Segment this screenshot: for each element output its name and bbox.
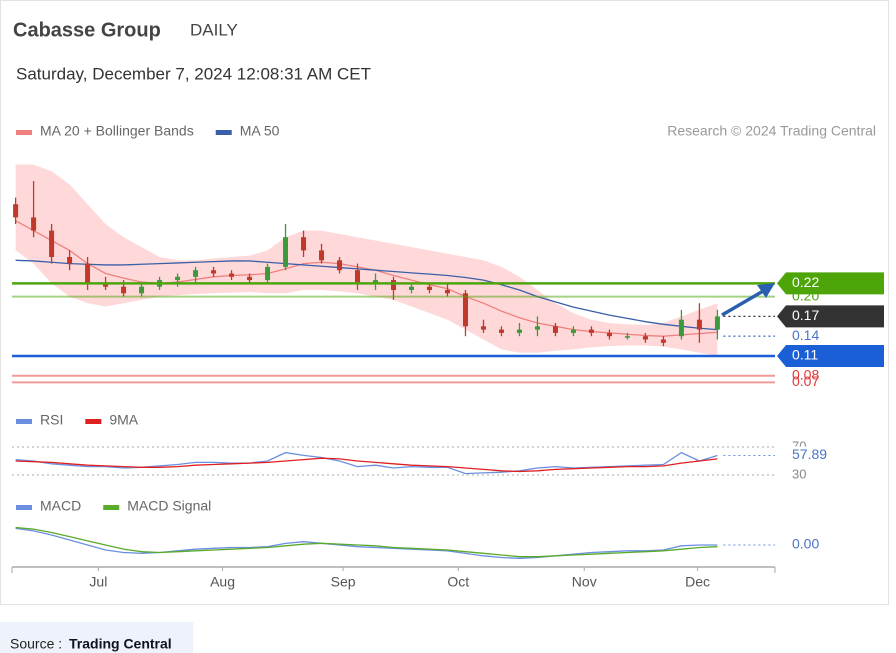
- legend-swatch: [103, 505, 120, 510]
- candle-body: [588, 329, 594, 333]
- legend-label: RSI: [40, 412, 63, 428]
- indicator-line: [15, 526, 718, 558]
- level-label: 0.11: [792, 347, 818, 363]
- legend-swatch: [85, 419, 102, 424]
- level-box: [777, 345, 884, 367]
- candle-body: [355, 270, 361, 284]
- candle-body: [13, 204, 19, 218]
- footer-box: [0, 622, 193, 653]
- bollinger-band: [15, 164, 718, 356]
- legend-swatch: [215, 130, 232, 135]
- legend-label: 9MA: [109, 412, 138, 428]
- candle-body: [49, 230, 55, 257]
- x-tick-label: Oct: [447, 574, 469, 590]
- candle-body: [283, 237, 289, 267]
- candle-body: [534, 326, 540, 330]
- candle-body: [660, 339, 666, 343]
- candle-body: [552, 326, 558, 333]
- level-box: [777, 305, 884, 328]
- last-value-bg: [786, 536, 838, 554]
- candle-body: [444, 290, 450, 294]
- candle-body: [247, 276, 253, 281]
- timestamp: Saturday, December 7, 2024 12:08:31 AM C…: [16, 64, 371, 83]
- candle-body: [67, 257, 73, 264]
- footer-source: Trading Central: [69, 636, 172, 652]
- indicator-line: [15, 527, 718, 559]
- candle-body: [337, 260, 343, 271]
- level-label: 0.08: [792, 367, 819, 383]
- candle-body: [462, 293, 468, 327]
- legend-swatch: [16, 505, 32, 510]
- x-tick-label: Jul: [89, 574, 107, 590]
- level-box: [777, 272, 884, 295]
- x-tick-label: Dec: [685, 574, 710, 590]
- candle-body: [319, 250, 325, 261]
- candle-body: [391, 280, 396, 290]
- legend-label: MA 20 + Bollinger Bands: [40, 123, 194, 139]
- candle-body: [265, 266, 271, 281]
- level-label: 0.17: [792, 307, 819, 323]
- candle-body: [31, 217, 37, 231]
- indicator-line: [15, 451, 718, 475]
- level-label: 0.07: [792, 373, 819, 389]
- candle-body: [85, 263, 91, 284]
- legend-label: MACD: [40, 498, 81, 514]
- period: DAILY: [190, 20, 238, 39]
- candle-body: [606, 332, 612, 337]
- candle-body: [175, 276, 181, 281]
- candle-body: [426, 286, 432, 290]
- legend-label: MA 50: [240, 123, 280, 139]
- legend-swatch: [16, 419, 32, 424]
- candle-body: [139, 286, 145, 294]
- candle-body: [498, 329, 504, 333]
- trend-arrow: [721, 288, 766, 317]
- candle-body: [480, 326, 486, 330]
- candle-body: [193, 270, 199, 277]
- candle-body: [642, 336, 648, 340]
- ma-line: [15, 220, 718, 337]
- legend-label: MACD Signal: [127, 498, 211, 514]
- x-tick-label: Sep: [331, 574, 356, 590]
- y-tick-label: 30: [792, 466, 806, 481]
- title: Cabasse Group: [13, 19, 161, 41]
- candle-body: [211, 270, 217, 274]
- candle-body: [229, 273, 235, 277]
- ma-line: [15, 259, 718, 331]
- level-label: 0.14: [792, 327, 819, 343]
- x-tick-label: Nov: [572, 574, 597, 590]
- candle-body: [121, 286, 127, 294]
- candle-body: [624, 336, 630, 338]
- candle-body: [678, 319, 684, 337]
- candle-body: [516, 329, 522, 333]
- credit: Research © 2024 Trading Central: [667, 123, 876, 139]
- indicator-line: [15, 457, 718, 473]
- last-value-label: 0.00: [792, 536, 819, 552]
- x-tick-label: Aug: [210, 574, 235, 590]
- candle-body: [103, 283, 109, 287]
- candle-body: [373, 280, 379, 284]
- candle-body: [714, 316, 720, 330]
- candle-body: [696, 319, 702, 330]
- footer-prefix: Source :: [10, 636, 62, 652]
- last-value-bg: [786, 446, 838, 465]
- last-value-label: 57.89: [792, 446, 827, 462]
- trend-arrowhead: [757, 283, 775, 298]
- candle-body: [301, 237, 307, 251]
- candle-body: [408, 286, 414, 290]
- candle-body: [570, 329, 576, 333]
- level-label: 0.22: [792, 274, 819, 290]
- legend-swatch: [16, 130, 32, 135]
